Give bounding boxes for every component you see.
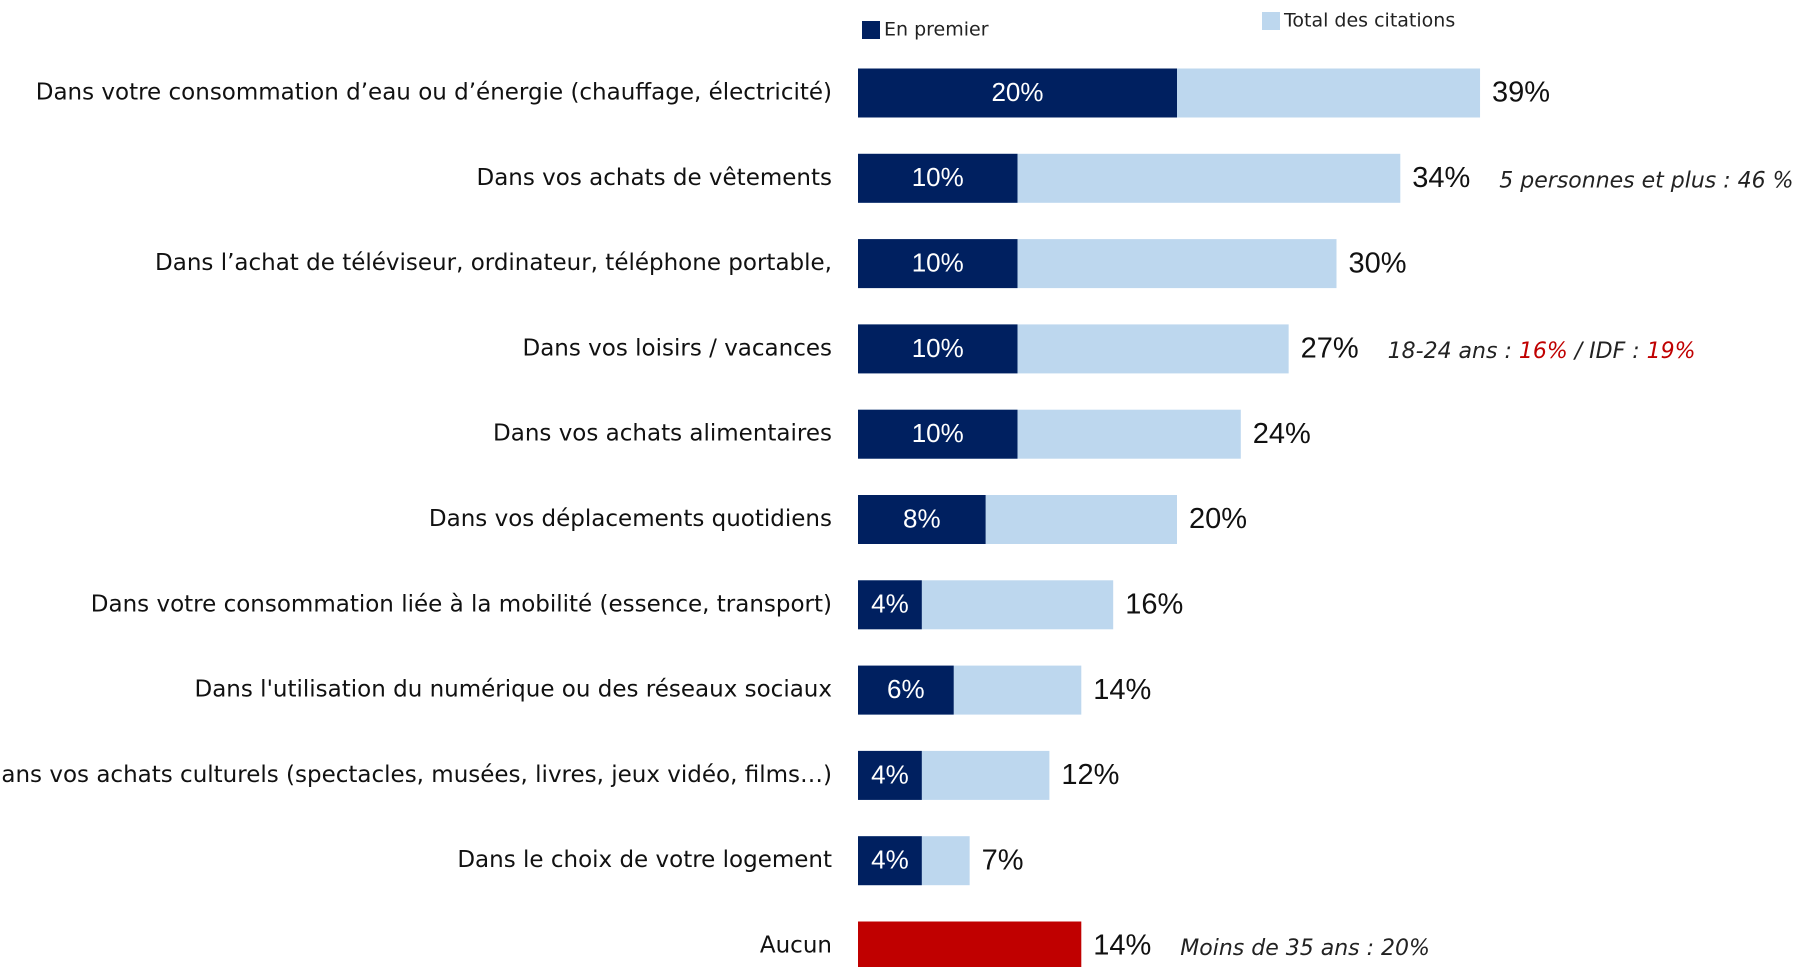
category-label: Dans vos loisirs / vacances	[523, 335, 833, 361]
first-bar	[858, 665, 954, 715]
annotation-part: 5 personnes et plus : 46 %	[1499, 168, 1793, 193]
first-value-label: 10%	[912, 247, 964, 277]
annotation: Moins de 35 ans : 20%	[1180, 936, 1430, 961]
total-value-label: 14%	[1093, 930, 1151, 962]
first-value-label: 4%	[871, 845, 909, 875]
first-bar	[858, 495, 986, 544]
annotation-part: Moins de 35 ans : 20%	[1180, 936, 1430, 961]
first-bar	[858, 750, 922, 800]
total-value-label: 24%	[1253, 418, 1311, 450]
annotation-part: / IDF :	[1568, 339, 1647, 364]
category-label: Dans le choix de votre logement	[457, 847, 832, 873]
first-value-label: 4%	[871, 759, 909, 789]
first-value-label: 4%	[871, 589, 909, 619]
total-value-label: 30%	[1349, 247, 1407, 279]
first-value-label: 20%	[991, 77, 1043, 107]
category-label: Dans votre consommation d’eau ou d’énerg…	[36, 80, 832, 106]
first-bar	[858, 153, 1018, 203]
first-value-label: 10%	[912, 418, 964, 448]
first-value-label: 10%	[912, 162, 964, 192]
first-value-label: 10%	[912, 333, 964, 363]
legend-label: Total des citations	[1283, 10, 1455, 32]
category-label: Dans vos achats culturels (spectacles, m…	[0, 762, 832, 788]
total-value-label: 12%	[1061, 759, 1119, 791]
annotation-part: 19%	[1647, 339, 1696, 364]
annotation-part: 18-24 ans :	[1388, 339, 1519, 364]
first-bar	[858, 68, 1177, 118]
category-label: Dans vos déplacements quotidiens	[429, 506, 832, 532]
category-label: Dans vos achats alimentaires	[493, 421, 832, 447]
annotation: 5 personnes et plus : 46 %	[1499, 168, 1793, 193]
total-value-label: 34%	[1412, 162, 1470, 194]
first-value-label: 8%	[903, 503, 941, 533]
total-bar	[858, 921, 1082, 967]
first-value-label: 6%	[887, 674, 925, 704]
annotation: 18-24 ans : 16% / IDF : 19%	[1388, 339, 1696, 364]
first-bar	[858, 239, 1018, 289]
legend-label: En premier	[884, 19, 989, 41]
first-bar	[858, 324, 1018, 374]
category-label: Dans l’achat de téléviseur, ordinateur, …	[155, 250, 832, 276]
annotation-part: 16%	[1519, 339, 1568, 364]
total-value-label: 16%	[1125, 588, 1183, 620]
legend-swatch	[862, 21, 880, 39]
category-label: Aucun	[760, 933, 832, 959]
legend-swatch	[1262, 12, 1280, 30]
total-value-label: 7%	[982, 844, 1024, 876]
total-value-label: 14%	[1093, 674, 1151, 706]
first-bar	[858, 580, 922, 630]
category-label: Dans votre consommation liée à la mobili…	[91, 591, 832, 617]
total-value-label: 20%	[1189, 503, 1247, 535]
category-label: Dans vos achats de vêtements	[476, 165, 832, 191]
total-value-label: 27%	[1301, 333, 1359, 365]
first-bar	[858, 836, 922, 886]
first-bar	[858, 409, 1018, 459]
total-value-label: 39%	[1492, 77, 1550, 109]
category-label: Dans l'utilisation du numérique ou des r…	[195, 677, 833, 703]
